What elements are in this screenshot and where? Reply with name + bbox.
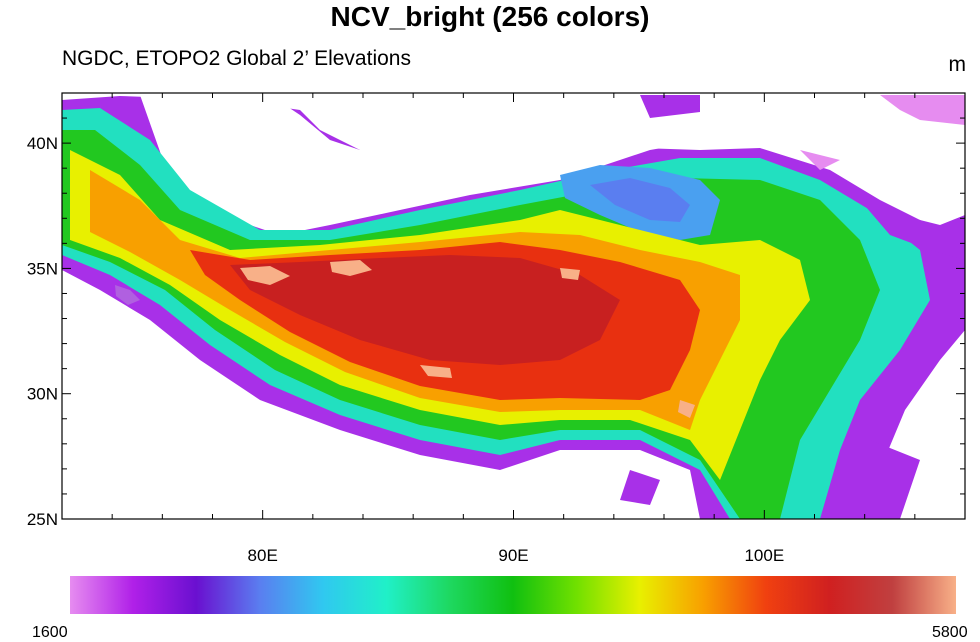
- lat-tick-label: 30N: [27, 385, 58, 404]
- colorbar-max-label: 5800: [932, 624, 968, 641]
- chart-title: NCV_bright (256 colors): [330, 1, 650, 32]
- lat-tick-label: 25N: [27, 510, 58, 529]
- lon-tick-label: 90E: [498, 546, 528, 565]
- colorbar-min-label: 1600: [32, 624, 68, 641]
- peach-peaks: [240, 260, 695, 418]
- map-axes: 80E 90E 100E 40N 35N 30N 25N: [27, 92, 966, 565]
- lat-tick-label: 40N: [27, 134, 58, 153]
- lat-tick-label: 35N: [27, 259, 58, 278]
- lon-tick-label: 100E: [744, 546, 784, 565]
- ne-patches: [800, 95, 965, 170]
- qaidam-core: [590, 178, 690, 222]
- elevation-field: [62, 93, 965, 519]
- units-label: m: [948, 53, 967, 76]
- lon-tick-label: 80E: [248, 546, 278, 565]
- western-lake: [115, 285, 140, 305]
- colorbar: [70, 576, 956, 614]
- chart-subtitle: NGDC, ETOPO2 Global 2’ Elevations: [62, 47, 411, 70]
- red-core: [230, 255, 620, 365]
- tarim-basin: [140, 95, 965, 235]
